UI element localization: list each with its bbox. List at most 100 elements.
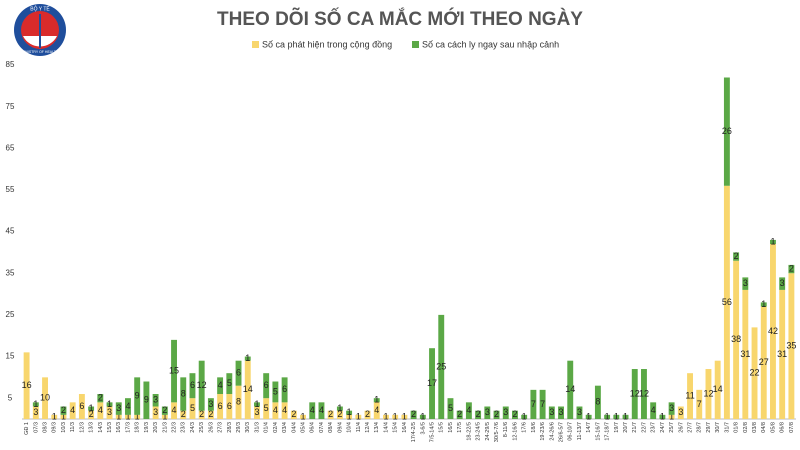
bar-segment [51, 414, 58, 419]
value-label: 38 [731, 334, 741, 344]
value-label: 35 [786, 340, 796, 350]
bar-segment [263, 398, 270, 419]
x-tick-label: 24-26/6 [549, 422, 555, 441]
bar-segment [198, 410, 205, 419]
value-label: 9 [144, 395, 149, 405]
bar-segment [60, 414, 67, 419]
x-tick-label: 22/3 [171, 422, 177, 433]
x-tick-label: 06/8 [780, 422, 786, 433]
bar-segment [770, 239, 776, 245]
bar-segment [567, 360, 574, 419]
y-tick-label: 55 [6, 185, 15, 194]
value-label: 14 [243, 384, 253, 394]
value-label: 2 [162, 405, 167, 415]
x-tick-label: 17-18/7 [605, 422, 611, 441]
x-tick-label: 18-22/5 [466, 422, 472, 441]
value-label: 12 [639, 388, 649, 398]
value-label: 1 [107, 399, 112, 409]
bar-segment [254, 406, 260, 419]
bar-segment [585, 414, 592, 419]
value-label: 27 [759, 357, 769, 367]
bar-segment [272, 402, 279, 419]
x-tick-label: 26/7 [678, 422, 684, 433]
value-label: 10 [40, 393, 50, 403]
value-label: 1 [623, 411, 628, 421]
bar-segment [760, 302, 767, 307]
value-label: 1 [522, 411, 527, 421]
value-label: 1 [89, 403, 94, 413]
value-label: 1 [245, 353, 250, 363]
value-label: 4 [273, 405, 278, 415]
bar-segment [770, 244, 776, 419]
bar-segment [161, 406, 168, 415]
value-label: 14 [565, 384, 575, 394]
bar-segment [530, 389, 537, 419]
bar-segment [668, 402, 675, 415]
bar-segment [235, 360, 242, 386]
bar-segment [198, 360, 205, 411]
bar-segment [189, 373, 196, 399]
value-label: 2 [181, 409, 186, 419]
value-label: 2 [365, 409, 370, 419]
bar-segment [207, 398, 214, 411]
value-label: 1 [669, 411, 674, 421]
bar-segment [106, 406, 113, 419]
bar-segment [558, 406, 564, 419]
bar-segment [668, 414, 675, 419]
legend-swatch [412, 41, 419, 48]
value-label: 2 [494, 409, 499, 419]
x-tick-label: 07/3 [33, 422, 39, 433]
value-label: 16 [22, 380, 32, 390]
bar-segment [512, 410, 518, 419]
y-tick-label: 35 [6, 268, 15, 277]
bar-segment [69, 402, 76, 419]
x-tick-label: 23/7 [651, 422, 657, 433]
x-tick-label: 30/3 [245, 422, 251, 433]
value-label: 4 [651, 405, 656, 415]
value-label: 6 [218, 401, 223, 411]
bar-segment [760, 306, 767, 419]
value-label: 8 [595, 397, 600, 407]
value-label: 1 [605, 411, 610, 421]
bar-segment [88, 406, 95, 411]
value-label: 2 [337, 409, 342, 419]
bar-segment [32, 406, 39, 419]
bar-segment [217, 377, 224, 395]
value-label: 4 [374, 405, 379, 415]
bar-segment [42, 377, 48, 419]
bar-segment [383, 414, 389, 419]
bar-segment [392, 414, 399, 419]
bar-segment [733, 260, 740, 419]
value-label: 26 [722, 126, 732, 136]
value-label: 2 [411, 409, 416, 419]
value-label: 5 [273, 386, 278, 396]
chart-title: THEO DÕI SỐ CA MẮC MỚI THEO NGÀY [217, 8, 583, 30]
x-tick-label: 16/4 [402, 422, 408, 433]
value-label: 6 [79, 401, 84, 411]
bar-segment [171, 402, 177, 419]
value-label: 1 [402, 411, 407, 421]
bar-segment [687, 373, 693, 419]
x-tick-label: 07/4 [319, 422, 325, 433]
bar-segment [346, 410, 353, 415]
x-tick-label: 21/3 [162, 422, 168, 433]
bar-segment [438, 314, 445, 419]
x-tick-label: 14/7 [586, 422, 592, 433]
value-label: 6 [227, 401, 232, 411]
x-tick-label: 23/3 [181, 422, 187, 433]
bar-segment [401, 414, 408, 419]
bar-segment [779, 289, 786, 419]
bar-segment [650, 402, 657, 419]
value-label: 3 [153, 395, 158, 405]
bar-segment [364, 410, 371, 419]
x-tick-label: 23-24/5 [476, 422, 482, 441]
bar-segment [613, 414, 620, 419]
legend-label: Số ca cách ly ngay sau nhập cảnh [422, 39, 559, 49]
value-label: 3 [669, 403, 674, 413]
x-tick-label: 18/3 [135, 422, 141, 433]
x-tick-label: 16/3 [116, 422, 122, 433]
bar-segment [714, 360, 721, 419]
bar-segment [263, 373, 270, 399]
value-label: 7 [697, 399, 702, 409]
